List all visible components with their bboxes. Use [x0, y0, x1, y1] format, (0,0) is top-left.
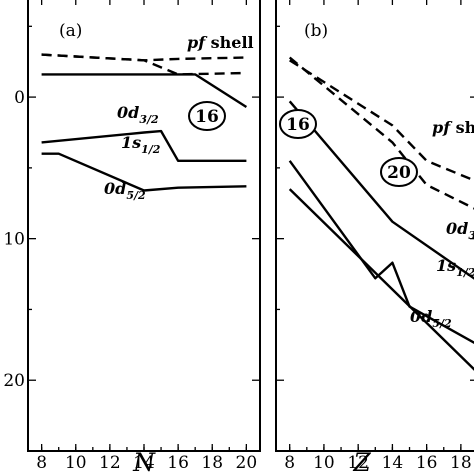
x-tick-label: 14: [133, 453, 155, 473]
x-tick-label: 16: [167, 453, 189, 473]
x-tick-label: 8: [36, 453, 47, 473]
magic-number-ellipse: [279, 109, 317, 139]
shell-label: pf sh: [432, 118, 474, 137]
x-tick-label: 8: [284, 453, 295, 473]
y-tick-label: 10: [3, 230, 25, 250]
x-tick-label: 18: [450, 453, 472, 473]
series-line-0d3-2: [41, 73, 248, 109]
orbital-label: 0d5/2: [410, 307, 452, 330]
series-line-0d5-2: [41, 152, 247, 192]
panel-label: (a): [59, 21, 82, 41]
magic-number-label: 20: [387, 163, 411, 183]
x-axis-label: Z: [352, 448, 371, 474]
orbital-label: 1s1/2: [121, 133, 161, 156]
plot-frame: [275, 0, 474, 452]
shell-label: pf shell: [187, 33, 254, 52]
series-line-pf-shell: [289, 59, 474, 182]
x-tick-label: 10: [313, 453, 335, 473]
x-tick-label: 12: [99, 453, 121, 473]
series-line-1s1-2: [41, 129, 247, 162]
orbital-label: 0d5/2: [104, 179, 146, 202]
magic-number-label: 16: [195, 107, 219, 127]
panel-b: 8 10 12 14 16 18 (b) Zpf sh 0d3 1s1/2 0d5/2 16 20: [275, 0, 474, 474]
series-line-pf-shell: [41, 53, 247, 62]
x-tick-label: 10: [65, 453, 87, 473]
x-tick-label: 16: [416, 453, 438, 473]
orbital-label: 0d3/2: [117, 103, 159, 126]
magic-number-label: 16: [286, 115, 310, 135]
panel-a: 8 10 12 14 16 18 20 0 10 20 (a) Npf shell 0d3/2 1s1/2…: [3, 0, 261, 474]
plot-frame: [27, 0, 261, 452]
x-tick-label: 14: [382, 453, 404, 473]
magic-number-ellipse: [188, 101, 226, 131]
series-line-0d5-2: [288, 188, 474, 371]
series-line-0d3-2: [288, 100, 474, 280]
series-line-pf-shell: [41, 53, 247, 76]
x-tick-label: 20: [236, 453, 258, 473]
series-line-1s1-2: [288, 160, 474, 344]
magic-number-ellipse: [380, 157, 418, 187]
y-tick-label: 0: [14, 88, 25, 108]
y-tick-label: 20: [3, 371, 25, 391]
x-axis-label: N: [132, 448, 156, 474]
panel-label: (b): [304, 21, 328, 41]
x-tick-label: 18: [201, 453, 223, 473]
orbital-label: 0d3: [446, 219, 474, 242]
x-tick-label: 12: [347, 453, 369, 473]
orbital-label: 1s1/2: [436, 256, 474, 279]
